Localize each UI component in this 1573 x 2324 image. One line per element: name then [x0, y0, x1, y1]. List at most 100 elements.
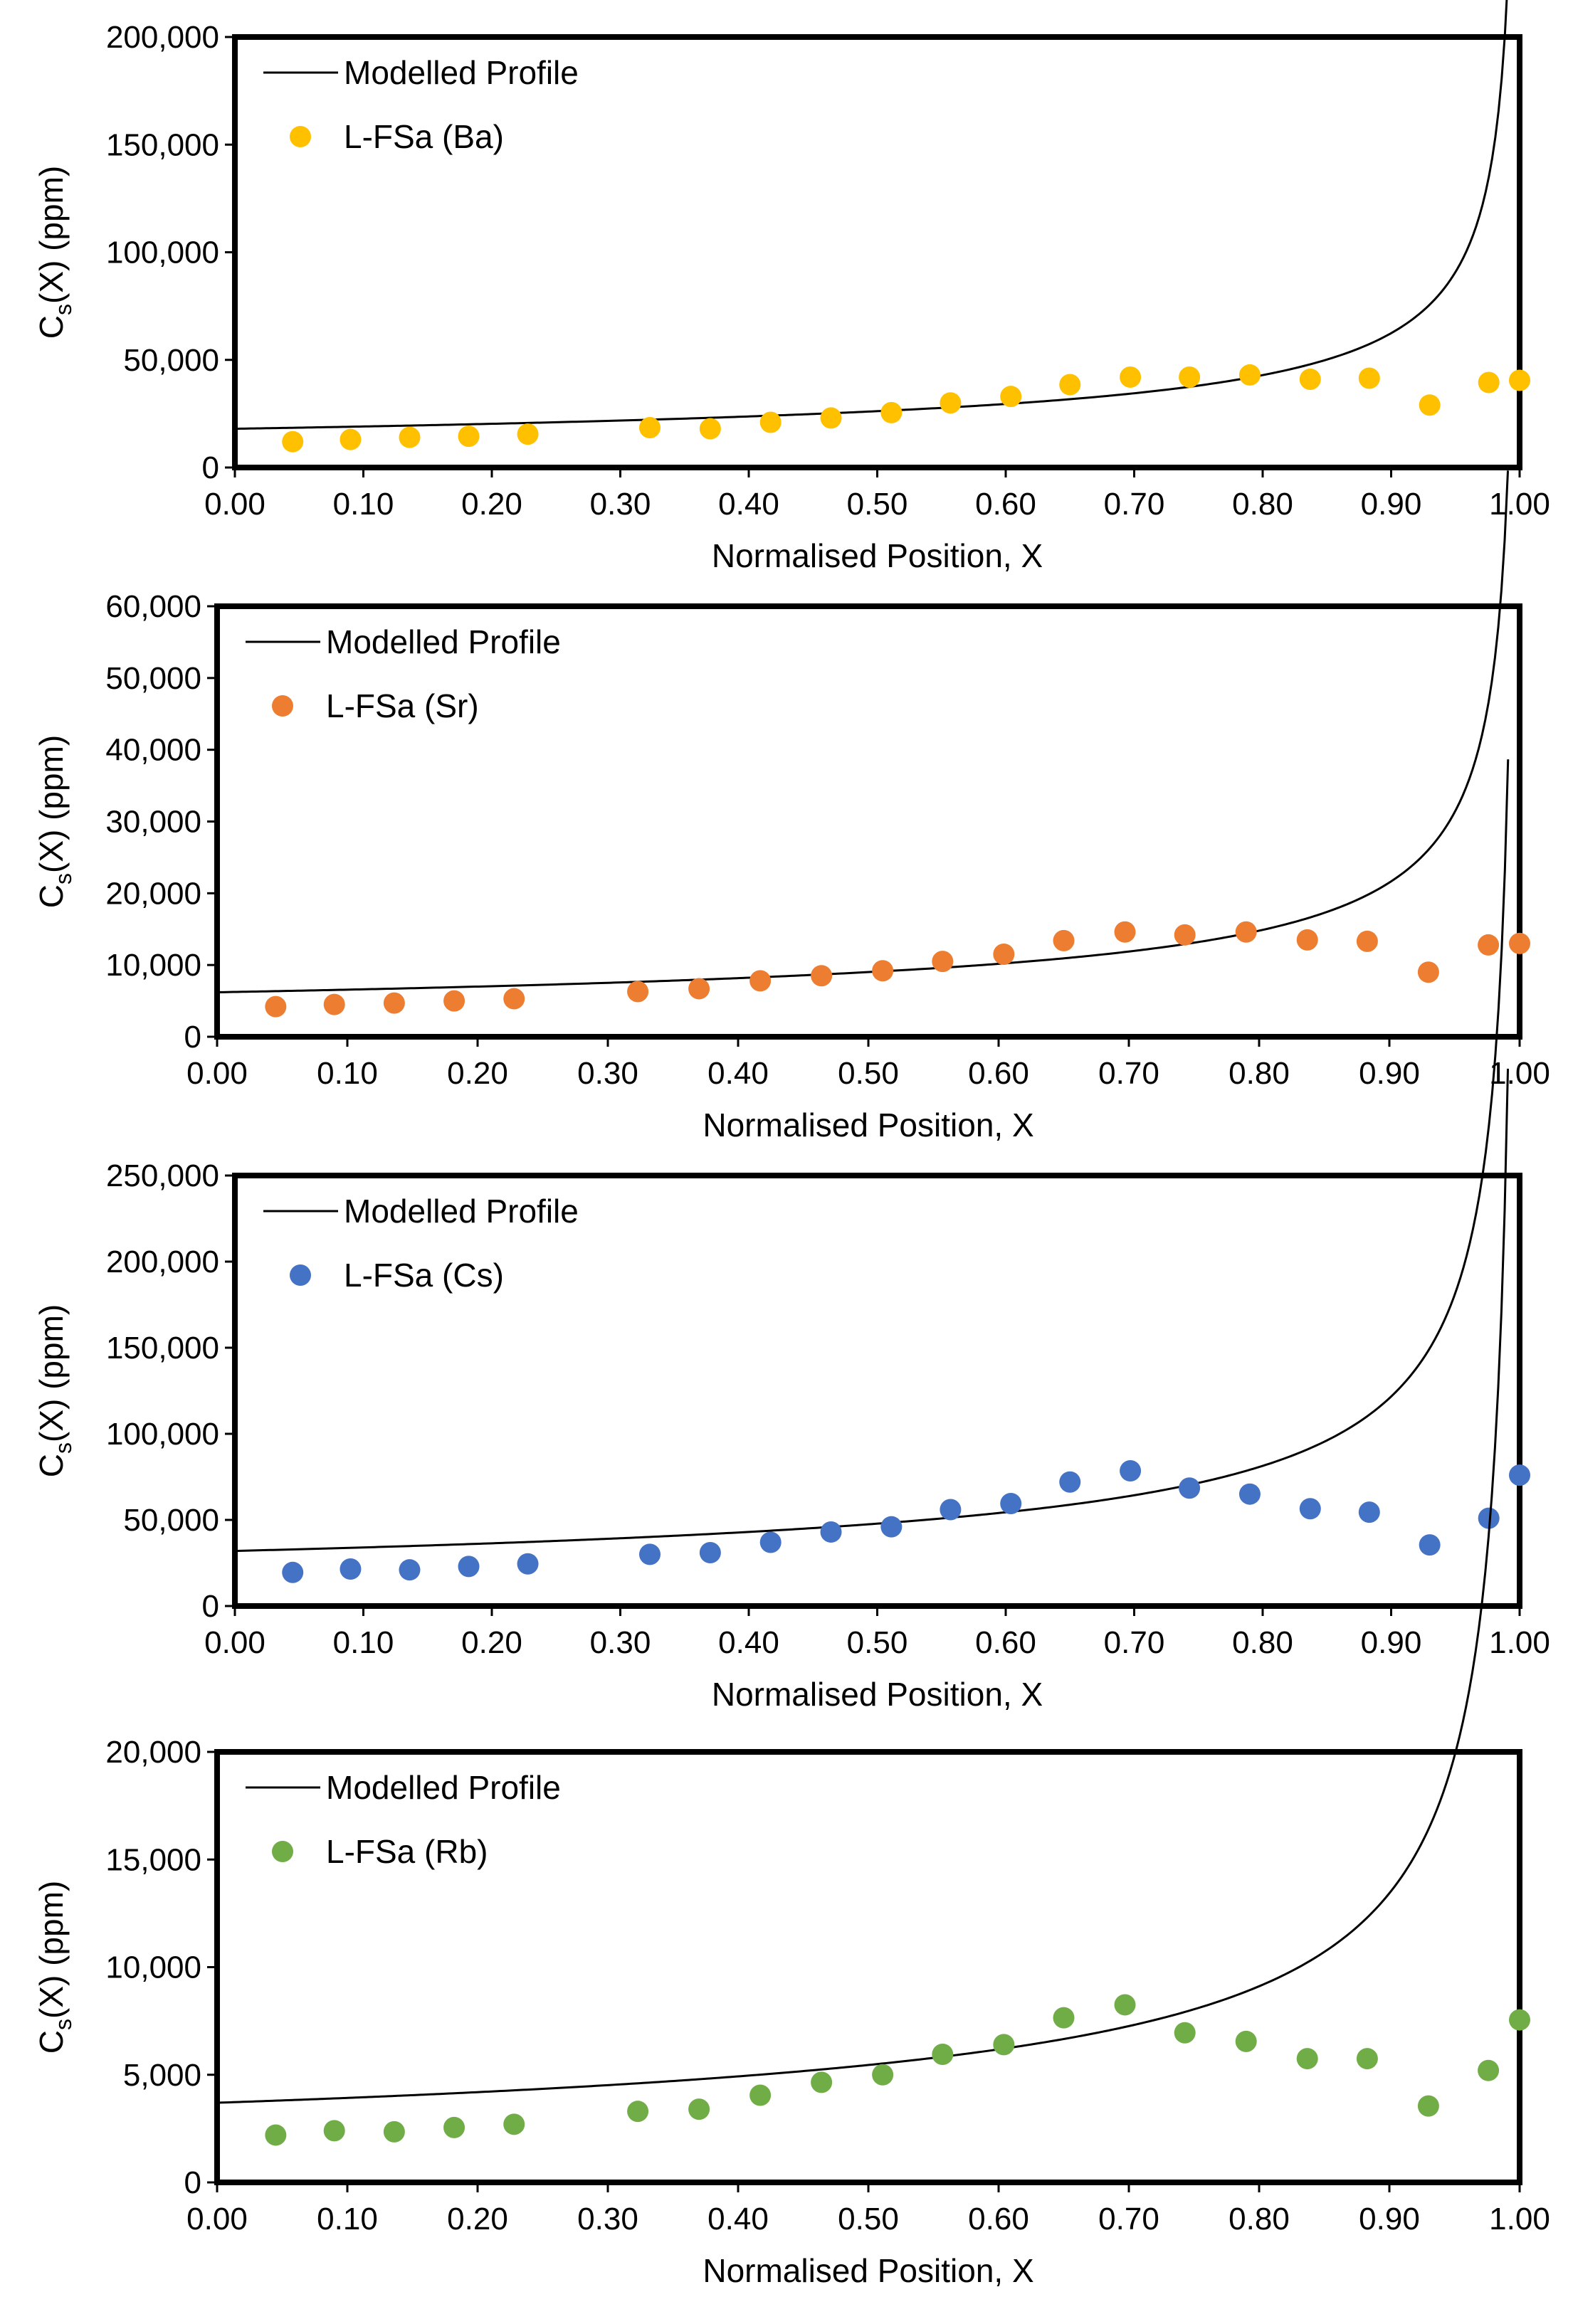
- x-tick-label: 0.30: [577, 2202, 638, 2236]
- data-point: [993, 944, 1015, 966]
- data-point: [1509, 369, 1530, 391]
- x-tick-label: 1.00: [1489, 1056, 1550, 1091]
- y-axis-title-subscript: s: [51, 304, 76, 315]
- x-tick-label: 0.00: [186, 2202, 248, 2236]
- y-axis-title-rest: (X) (ppm): [33, 1304, 70, 1442]
- x-tick-label: 0.60: [975, 487, 1036, 522]
- y-axis-title: Cs(X) (ppm): [33, 1881, 76, 2054]
- data-point: [265, 995, 287, 1018]
- y-tick-label: 150,000: [106, 127, 219, 162]
- y-tick-label: 200,000: [106, 1245, 219, 1279]
- x-tick-label: 0.70: [1098, 1056, 1159, 1091]
- data-point: [1417, 2095, 1439, 2117]
- y-tick-label: 30,000: [105, 805, 201, 840]
- x-tick-label: 0.50: [847, 487, 908, 522]
- data-point: [1358, 1501, 1380, 1523]
- data-point: [1114, 1994, 1136, 2016]
- x-tick-label: 0.20: [447, 2202, 508, 2236]
- data-point: [749, 2084, 772, 2106]
- data-point: [1114, 921, 1136, 943]
- data-point: [1478, 934, 1500, 956]
- data-point: [1509, 1464, 1530, 1486]
- x-tick-label: 0.10: [317, 1056, 378, 1091]
- x-tick-label: 0.80: [1232, 487, 1293, 522]
- data-point: [1419, 1534, 1441, 1556]
- data-point: [383, 2120, 405, 2143]
- data-point: [282, 1561, 304, 1583]
- data-point: [993, 2034, 1015, 2056]
- data-point: [699, 418, 721, 440]
- legend-point-label: L-FSa (Rb): [326, 1833, 488, 1870]
- data-point: [1120, 1460, 1142, 1482]
- x-axis-title: Normalised Position, X: [703, 2252, 1033, 2289]
- x-tick-label: 0.60: [968, 1056, 1029, 1091]
- data-point: [1478, 371, 1500, 394]
- data-point: [759, 1531, 782, 1553]
- data-point: [1299, 1498, 1321, 1520]
- y-tick-label: 40,000: [105, 733, 201, 768]
- data-point: [1235, 921, 1257, 943]
- modelled-profile-line: [216, 470, 1510, 993]
- data-point: [1000, 1493, 1022, 1515]
- data-point: [340, 428, 362, 450]
- y-tick-label: 15,000: [105, 1842, 201, 1877]
- data-point: [458, 1556, 480, 1578]
- data-point: [820, 407, 842, 429]
- y-axis-title-rest: (X) (ppm): [33, 735, 70, 873]
- data-point: [1299, 368, 1321, 390]
- data-point: [872, 960, 894, 982]
- legend-point-label: L-FSa (Cs): [344, 1257, 504, 1294]
- data-point: [340, 1558, 362, 1580]
- y-axis-title: Cs(X) (ppm): [33, 166, 76, 339]
- x-axis-title: Normalised Position, X: [703, 1106, 1033, 1143]
- data-point: [1000, 386, 1022, 408]
- x-tick-label: 0.10: [333, 487, 394, 522]
- y-tick-label: 200,000: [106, 20, 219, 55]
- x-tick-label: 0.30: [590, 487, 651, 522]
- y-tick-label: 0: [184, 1020, 201, 1055]
- x-tick-label: 0.70: [1098, 2202, 1159, 2236]
- data-point: [1235, 2030, 1257, 2052]
- data-point: [811, 965, 833, 987]
- data-point: [749, 970, 772, 992]
- x-tick-label: 0.40: [718, 487, 779, 522]
- modelled-profile-line: [234, 759, 1510, 1553]
- x-tick-label: 0.50: [847, 1625, 908, 1660]
- y-axis-title-rest: (X) (ppm): [33, 166, 70, 304]
- x-tick-label: 0.10: [333, 1625, 394, 1660]
- data-point: [639, 1543, 661, 1565]
- x-tick-label: 0.20: [461, 1625, 522, 1660]
- data-point: [265, 2124, 287, 2146]
- x-tick-label: 0.00: [186, 1056, 248, 1091]
- data-point: [688, 2098, 710, 2120]
- legend-point-swatch: [290, 126, 311, 147]
- legend-line-label: Modelled Profile: [326, 1769, 561, 1806]
- y-tick-label: 100,000: [106, 1417, 219, 1452]
- y-axis-title-main: C: [33, 1454, 70, 1477]
- chart-panel-4: 0 5,000 10,000 15,000 20,000 0.00 0.10 0.20 0.30…: [33, 1068, 1550, 2289]
- legend-point-swatch: [272, 1841, 293, 1862]
- data-point: [639, 417, 661, 439]
- data-point: [1053, 929, 1075, 951]
- x-tick-label: 0.90: [1361, 487, 1422, 522]
- x-tick-label: 0.00: [204, 487, 265, 522]
- x-tick-label: 1.00: [1489, 2202, 1550, 2236]
- x-tick-label: 0.50: [838, 1056, 899, 1091]
- x-axis-title: Normalised Position, X: [712, 1676, 1043, 1713]
- data-point: [627, 981, 649, 1003]
- y-tick-label: 50,000: [123, 1503, 219, 1538]
- data-point: [880, 401, 903, 423]
- y-tick-label: 250,000: [106, 1158, 219, 1193]
- x-tick-label: 0.20: [447, 1056, 508, 1091]
- y-axis-title-subscript: s: [51, 1442, 76, 1454]
- x-tick-label: 1.00: [1489, 487, 1550, 522]
- y-axis-title-main: C: [33, 884, 70, 908]
- y-axis-title-subscript: s: [51, 2019, 76, 2030]
- data-point: [1238, 1483, 1261, 1505]
- plot-area: [214, 1749, 1522, 2185]
- data-point: [399, 1559, 421, 1581]
- legend-point-label: L-FSa (Ba): [344, 118, 504, 155]
- data-point: [1509, 2009, 1530, 2031]
- legend-line-label: Modelled Profile: [326, 623, 561, 660]
- x-tick-label: 0.30: [577, 1056, 638, 1091]
